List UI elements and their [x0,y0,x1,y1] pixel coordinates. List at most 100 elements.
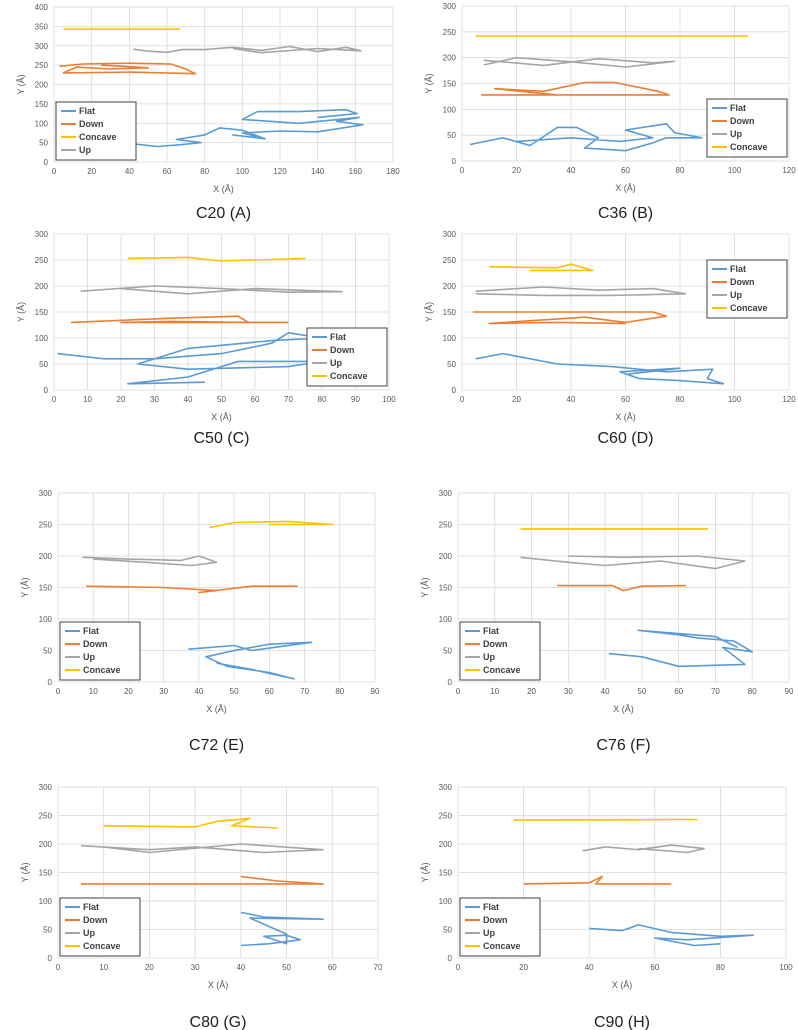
x-tick-label: 40 [567,395,576,404]
legend-label: Concave [483,941,521,951]
legend: Flat Down Up Concave [59,897,141,957]
series-line-flat [608,629,754,668]
y-tick-label: 300 [35,230,49,239]
y-tick-label: 100 [443,334,457,343]
x-tick-label: 40 [601,687,610,696]
chart-title: C20 (A) [196,205,251,222]
legend-label: Up [83,928,95,938]
series-line-flat [57,331,323,385]
legend-label: Up [483,652,495,662]
x-tick-label: 100 [728,395,742,404]
legend-label: Up [483,928,495,938]
x-tick-label: 40 [125,167,134,176]
x-tick-label: 90 [785,687,794,696]
legend-label: Concave [83,665,121,675]
y-tick-label: 50 [43,926,52,935]
series-line-concave [209,520,334,529]
x-tick-label: 40 [585,963,594,972]
legend-label: Down [83,639,108,649]
series-line-concave [513,818,698,821]
y-axis-label: Y (Å) [424,302,434,322]
chart-panel: 0 20 40 60 80 100 120 140 160 180 0 50 100 150 200 250 3… [16,3,400,222]
legend-label: Flat [83,626,99,636]
x-tick-label: 0 [456,963,461,972]
y-tick-label: 0 [44,386,49,395]
y-tick-label: 0 [448,954,453,963]
x-tick-label: 70 [711,687,720,696]
x-tick-label: 60 [328,963,337,972]
chart-panel: 0 10 20 30 40 50 60 70 0 50 100 150 200 250 300 X (Å) Y … [20,783,383,1030]
x-tick-label: 100 [779,963,793,972]
x-tick-label: 20 [145,963,154,972]
y-axis-label: Y (Å) [420,862,430,882]
x-tick-label: 120 [782,166,796,175]
legend-label: Down [483,915,508,925]
series-line-concave [489,263,594,272]
x-tick-label: 0 [460,395,465,404]
x-axis-label: X (Å) [206,704,227,714]
series-line-concave [127,256,306,262]
legend-label: Up [79,145,91,155]
y-axis-label: Y (Å) [20,577,30,597]
series-line-up [582,844,705,854]
series-line-up [82,555,218,567]
x-tick-label: 50 [230,687,239,696]
series-line-up [80,843,324,854]
x-tick-label: 80 [748,687,757,696]
legend-label: Down [483,639,508,649]
y-tick-label: 100 [39,897,53,906]
legend-label: Flat [483,902,499,912]
chart-title: C50 (C) [193,430,249,447]
y-tick-label: 100 [39,615,53,624]
y-axis-label: Y (Å) [16,302,26,322]
series-line-down [80,875,324,885]
chart-title: C60 (D) [597,430,653,447]
y-tick-label: 150 [39,584,53,593]
x-tick-label: 0 [52,395,57,404]
x-tick-label: 60 [650,963,659,972]
x-tick-label: 140 [311,167,325,176]
legend-label: Concave [730,142,768,152]
legend-label: Down [730,116,755,126]
legend-label: Flat [730,264,746,274]
series-line-up [475,286,687,297]
series-line-up [483,56,676,68]
x-tick-label: 30 [191,963,200,972]
y-tick-label: 300 [443,230,457,239]
series-line-down [557,584,687,592]
legend-label: Concave [483,665,521,675]
x-tick-label: 120 [273,167,287,176]
y-tick-label: 0 [452,386,457,395]
chart-title: C36 (B) [598,205,653,222]
series-line-up [132,45,362,54]
x-tick-label: 70 [374,963,383,972]
x-tick-label: 50 [637,687,646,696]
y-tick-label: 100 [439,615,453,624]
legend-label: Concave [83,941,121,951]
y-tick-label: 300 [39,489,53,498]
y-tick-label: 200 [443,282,457,291]
x-tick-label: 20 [512,395,521,404]
legend: Flat Down Up Concave [306,327,388,387]
y-tick-label: 300 [35,42,49,51]
y-tick-label: 150 [439,869,453,878]
x-tick-label: 0 [56,687,61,696]
x-axis-label: X (Å) [208,980,229,990]
y-tick-label: 150 [35,308,49,317]
x-tick-label: 20 [512,166,521,175]
legend-label: Down [730,277,755,287]
chart-panel: 0 10 20 30 40 50 60 70 80 90 0 50 100 150 200 250 300 X (… [420,489,794,754]
y-axis-label: Y (Å) [420,577,430,597]
chart-panel: 0 10 20 30 40 50 60 70 80 90 0 50 100 150 200 250 300 X (… [20,489,380,754]
x-axis-label: X (Å) [213,184,234,194]
y-tick-label: 250 [443,256,457,265]
x-axis-label: X (Å) [615,183,636,193]
series-line-flat [470,123,703,152]
x-tick-label: 60 [163,167,172,176]
y-tick-label: 0 [48,678,53,687]
x-tick-label: 100 [382,395,396,404]
series-line-down [472,311,668,325]
y-tick-label: 250 [39,521,53,530]
series-line-down [59,62,197,75]
x-tick-label: 20 [527,687,536,696]
